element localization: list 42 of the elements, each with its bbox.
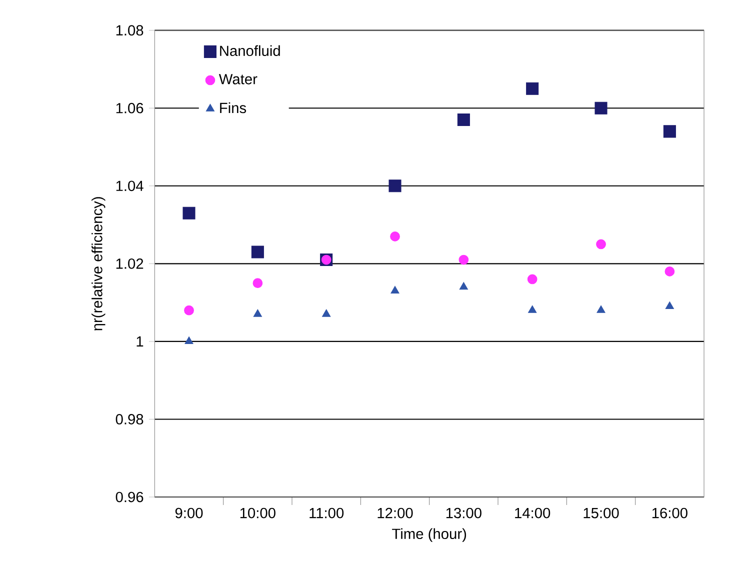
point bbox=[458, 254, 469, 265]
y-tick-label: 1.04 bbox=[116, 180, 144, 192]
point bbox=[594, 102, 608, 114]
x-tick-label: 14:00 bbox=[515, 508, 550, 518]
x-tick-label: 16:00 bbox=[652, 508, 688, 518]
point bbox=[457, 114, 470, 126]
point bbox=[664, 266, 675, 276]
point bbox=[184, 305, 194, 316]
legend-label: Nanofluid bbox=[220, 45, 280, 56]
x-tick-label: 12:00 bbox=[378, 508, 413, 518]
point bbox=[322, 309, 331, 317]
x-axis-title: Time (hour) bbox=[392, 528, 466, 542]
y-tick-label: 1.06 bbox=[116, 102, 144, 114]
point bbox=[527, 274, 538, 284]
point bbox=[665, 302, 674, 310]
point bbox=[596, 239, 606, 250]
point bbox=[251, 246, 264, 258]
point bbox=[253, 309, 262, 317]
y-tick-label: 1.02 bbox=[116, 258, 144, 269]
point bbox=[252, 278, 263, 288]
point bbox=[526, 82, 539, 95]
point bbox=[182, 206, 196, 220]
point bbox=[663, 125, 676, 138]
x-tick-label: 13:00 bbox=[446, 508, 482, 518]
x-tick-label: 10:00 bbox=[240, 508, 276, 518]
point bbox=[528, 305, 537, 313]
x-tick-label: 15:00 bbox=[584, 508, 619, 518]
y-axis-title: ηr(relative efficiency) bbox=[92, 197, 106, 330]
point bbox=[459, 282, 468, 290]
y-tick-label: 0.96 bbox=[116, 492, 144, 502]
point bbox=[596, 305, 606, 313]
x-tick-label: 11:00 bbox=[310, 508, 344, 518]
legend-label: Fins bbox=[220, 102, 246, 114]
point bbox=[184, 336, 194, 344]
point bbox=[390, 232, 400, 242]
y-tick-label: 1.08 bbox=[116, 25, 144, 36]
legend-label: Water bbox=[218, 74, 258, 84]
y-tick-label: 0.98 bbox=[116, 414, 144, 424]
point bbox=[390, 286, 400, 294]
x-tick-label: 9:00 bbox=[175, 508, 203, 518]
point bbox=[388, 180, 402, 192]
y-tick-label: 1 bbox=[136, 336, 144, 346]
